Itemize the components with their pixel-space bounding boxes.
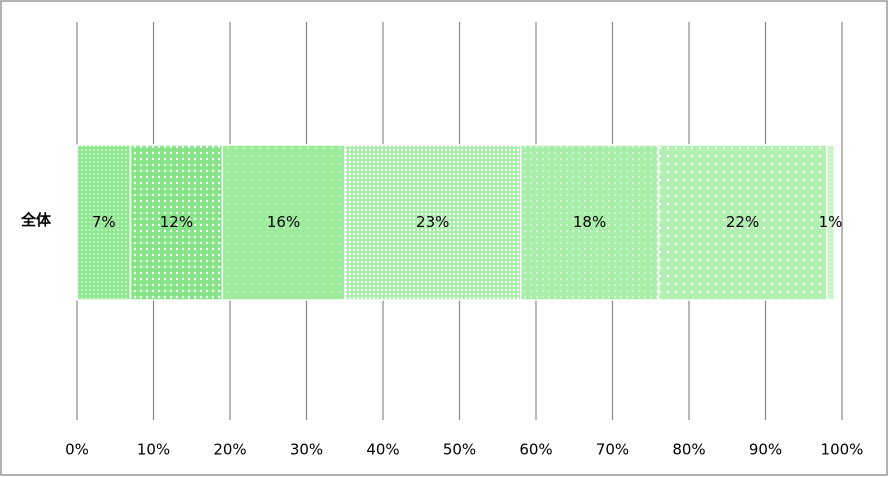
x-tick-label: 90%: [749, 441, 782, 459]
value-label: 23%: [416, 213, 449, 231]
value-label: 16%: [267, 213, 300, 231]
x-tick-label: 0%: [65, 441, 89, 459]
bar-segment: [519, 144, 660, 301]
value-label: 7%: [92, 213, 116, 231]
x-tick-label: 40%: [366, 441, 399, 459]
value-label: 18%: [573, 213, 606, 231]
x-tick-label: 60%: [519, 441, 552, 459]
bar-segment: [221, 144, 346, 301]
x-tick-label: 80%: [672, 441, 705, 459]
y-tick-label: 全体: [20, 211, 52, 229]
x-tick-label: 100%: [821, 441, 864, 459]
bar-segment: [657, 144, 828, 301]
x-tick-label: 50%: [443, 441, 476, 459]
x-tick-label: 70%: [596, 441, 629, 459]
bar-segment: [825, 144, 836, 301]
bar-segment: [344, 144, 522, 301]
x-tick-label: 30%: [290, 441, 323, 459]
x-tick-label: 10%: [137, 441, 170, 459]
value-label: 22%: [726, 213, 759, 231]
x-tick-label: 20%: [213, 441, 246, 459]
bar-segment: [129, 144, 224, 301]
value-label: 1%: [819, 213, 843, 231]
bar-segment: [76, 144, 132, 301]
value-label: 12%: [160, 213, 193, 231]
